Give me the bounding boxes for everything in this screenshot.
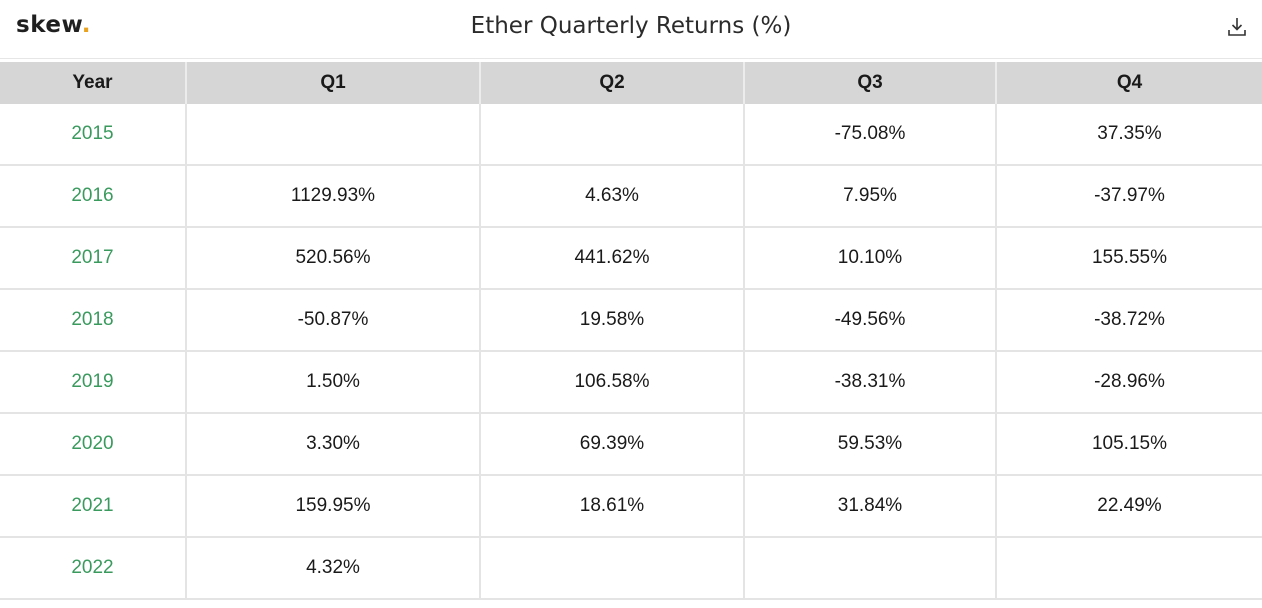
return-cell-q2	[479, 104, 744, 166]
return-cell-q4: -37.97%	[995, 165, 1262, 228]
return-cell-q1: -50.87%	[185, 289, 480, 352]
table-row: 2022 4.32%	[0, 537, 1262, 600]
download-button[interactable]	[1226, 16, 1248, 38]
download-icon	[1228, 18, 1246, 36]
return-cell-q2: 18.61%	[479, 475, 744, 538]
return-cell-q2: 69.39%	[479, 413, 744, 476]
column-header-q2[interactable]: Q2	[479, 62, 744, 104]
table-row: 2015 -75.08% 37.35%	[0, 104, 1262, 166]
return-cell-q1: 520.56%	[185, 227, 480, 290]
year-cell: 2021	[0, 475, 186, 538]
return-cell-q4: 155.55%	[995, 227, 1262, 290]
return-cell-q3: 10.10%	[743, 227, 996, 290]
logo-text: skew	[16, 12, 82, 38]
table-row: 2017 520.56% 441.62% 10.10% 155.55%	[0, 227, 1262, 290]
return-cell-q4: -28.96%	[995, 351, 1262, 414]
return-cell-q4	[995, 537, 1262, 600]
column-header-year[interactable]: Year	[0, 62, 186, 104]
return-cell-q1: 1.50%	[185, 351, 480, 414]
return-cell-q3: 59.53%	[743, 413, 996, 476]
chart-title: Ether Quarterly Returns (%)	[470, 13, 792, 39]
return-cell-q3: 31.84%	[743, 475, 996, 538]
return-cell-q2: 4.63%	[479, 165, 744, 228]
table-row: 2021 159.95% 18.61% 31.84% 22.49%	[0, 475, 1262, 538]
skew-logo: skew.	[16, 12, 91, 38]
return-cell-q4: 37.35%	[995, 104, 1262, 166]
table-body: 2015 -75.08% 37.35% 2016 1129.93% 4.63% 7.95% -…	[0, 104, 1262, 600]
year-cell: 2018	[0, 289, 186, 352]
year-cell: 2019	[0, 351, 186, 414]
year-cell: 2016	[0, 165, 186, 228]
table-row: 2019 1.50% 106.58% -38.31% -28.96%	[0, 351, 1262, 414]
column-header-q4[interactable]: Q4	[995, 62, 1262, 104]
table-row: 2020 3.30% 69.39% 59.53% 105.15%	[0, 413, 1262, 476]
return-cell-q1: 4.32%	[185, 537, 480, 600]
return-cell-q2: 19.58%	[479, 289, 744, 352]
return-cell-q3: -38.31%	[743, 351, 996, 414]
return-cell-q1: 3.30%	[185, 413, 480, 476]
column-header-q1[interactable]: Q1	[185, 62, 480, 104]
return-cell-q1: 1129.93%	[185, 165, 480, 228]
column-header-q3[interactable]: Q3	[743, 62, 996, 104]
return-cell-q4: -38.72%	[995, 289, 1262, 352]
return-cell-q1: 159.95%	[185, 475, 480, 538]
return-cell-q2: 106.58%	[479, 351, 744, 414]
chart-header: skew. Ether Quarterly Returns (%)	[0, 0, 1262, 59]
year-cell: 2015	[0, 104, 186, 166]
year-cell: 2022	[0, 537, 186, 600]
return-cell-q2: 441.62%	[479, 227, 744, 290]
table-row: 2016 1129.93% 4.63% 7.95% -37.97%	[0, 165, 1262, 228]
year-cell: 2020	[0, 413, 186, 476]
return-cell-q1	[185, 104, 480, 166]
return-cell-q4: 22.49%	[995, 475, 1262, 538]
return-cell-q3: -49.56%	[743, 289, 996, 352]
year-cell: 2017	[0, 227, 186, 290]
return-cell-q2	[479, 537, 744, 600]
returns-table: Year Q1 Q2 Q3 Q4 2015 -75.08% 37.35% 2016 1129.9…	[0, 62, 1262, 600]
table-row: 2018 -50.87% 19.58% -49.56% -38.72%	[0, 289, 1262, 352]
logo-dot: .	[81, 12, 91, 38]
return-cell-q3: -75.08%	[743, 104, 996, 166]
return-cell-q3: 7.95%	[743, 165, 996, 228]
return-cell-q4: 105.15%	[995, 413, 1262, 476]
table-header-row: Year Q1 Q2 Q3 Q4	[0, 62, 1262, 104]
return-cell-q3	[743, 537, 996, 600]
